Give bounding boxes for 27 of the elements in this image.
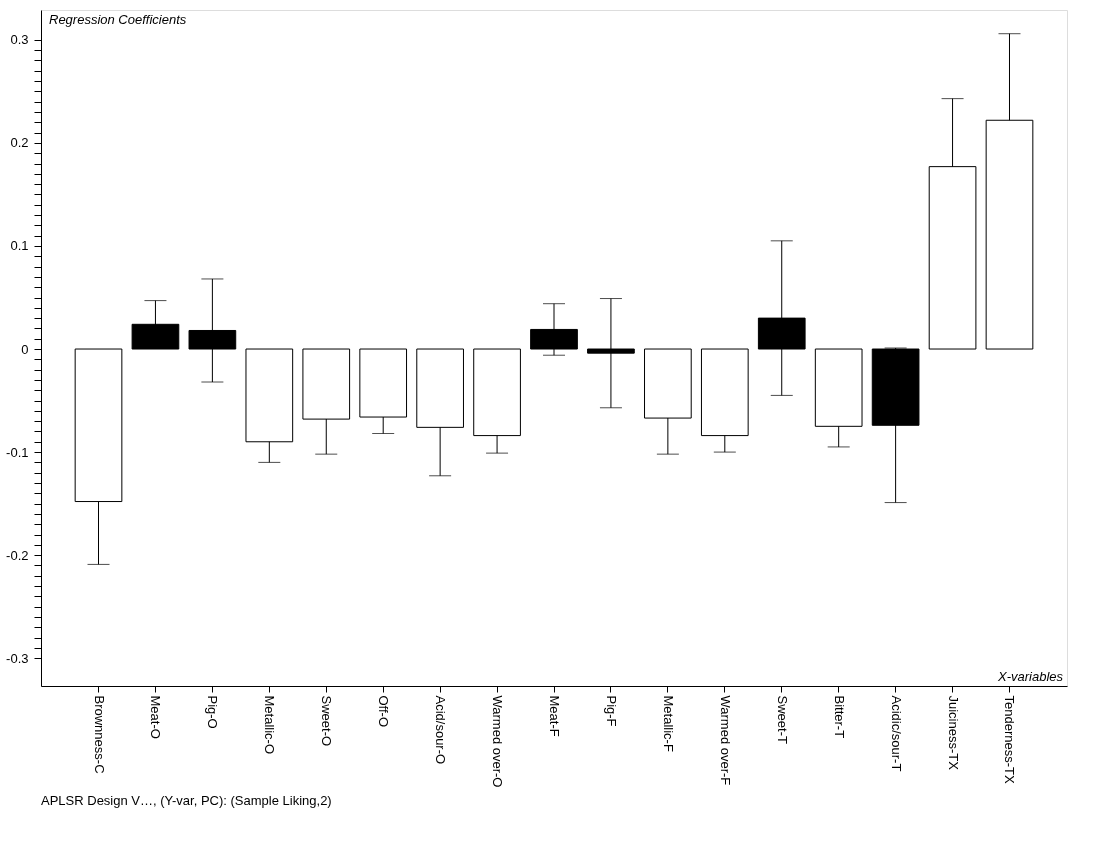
- x-tick-label: Juiciness-TX: [945, 695, 961, 771]
- x-tick-label: Pig-O: [205, 695, 221, 729]
- x-axis-title: X-variables: [996, 669, 1064, 684]
- x-tick-label: Meat-O: [148, 695, 164, 739]
- y-tick-label: -0.2: [6, 547, 29, 563]
- y-tick-label: -0.1: [6, 444, 29, 460]
- y-tick-label: 0.1: [10, 238, 29, 254]
- x-tick-label: Pig-F: [603, 695, 619, 727]
- x-tick-label: Brownness-C: [91, 695, 107, 774]
- x-tick-label: Warmed over-O: [490, 695, 506, 788]
- x-tick-label: Acid/sour-O: [433, 695, 449, 765]
- x-tick-label: Acidic/sour-T: [888, 695, 904, 772]
- y-tick-label: 0: [21, 341, 29, 357]
- x-tick-label: Tenderness-TX: [1002, 695, 1018, 784]
- x-tick-label: Bitter-T: [831, 695, 847, 739]
- y-axis-title: Regression Coefficients: [49, 12, 187, 27]
- y-tick-label: 0.3: [10, 32, 29, 48]
- x-tick-label: Meat-F: [547, 695, 562, 737]
- y-tick-label: -0.3: [6, 650, 29, 666]
- x-tick-label: Sweet-O: [319, 695, 335, 747]
- text: APLSR Design V…, (Y-var, PC): (Sample Liking,2): [41, 792, 332, 808]
- x-tick-label: Sweet-T: [774, 695, 790, 744]
- x-tick-label: Metallic-O: [262, 695, 278, 755]
- y-tick-label: 0.2: [10, 135, 29, 151]
- x-tick-label: Warmed over-F: [717, 695, 733, 786]
- x-tick-label: Off-O: [376, 695, 392, 728]
- x-tick-label: Metallic-F: [660, 695, 676, 752]
